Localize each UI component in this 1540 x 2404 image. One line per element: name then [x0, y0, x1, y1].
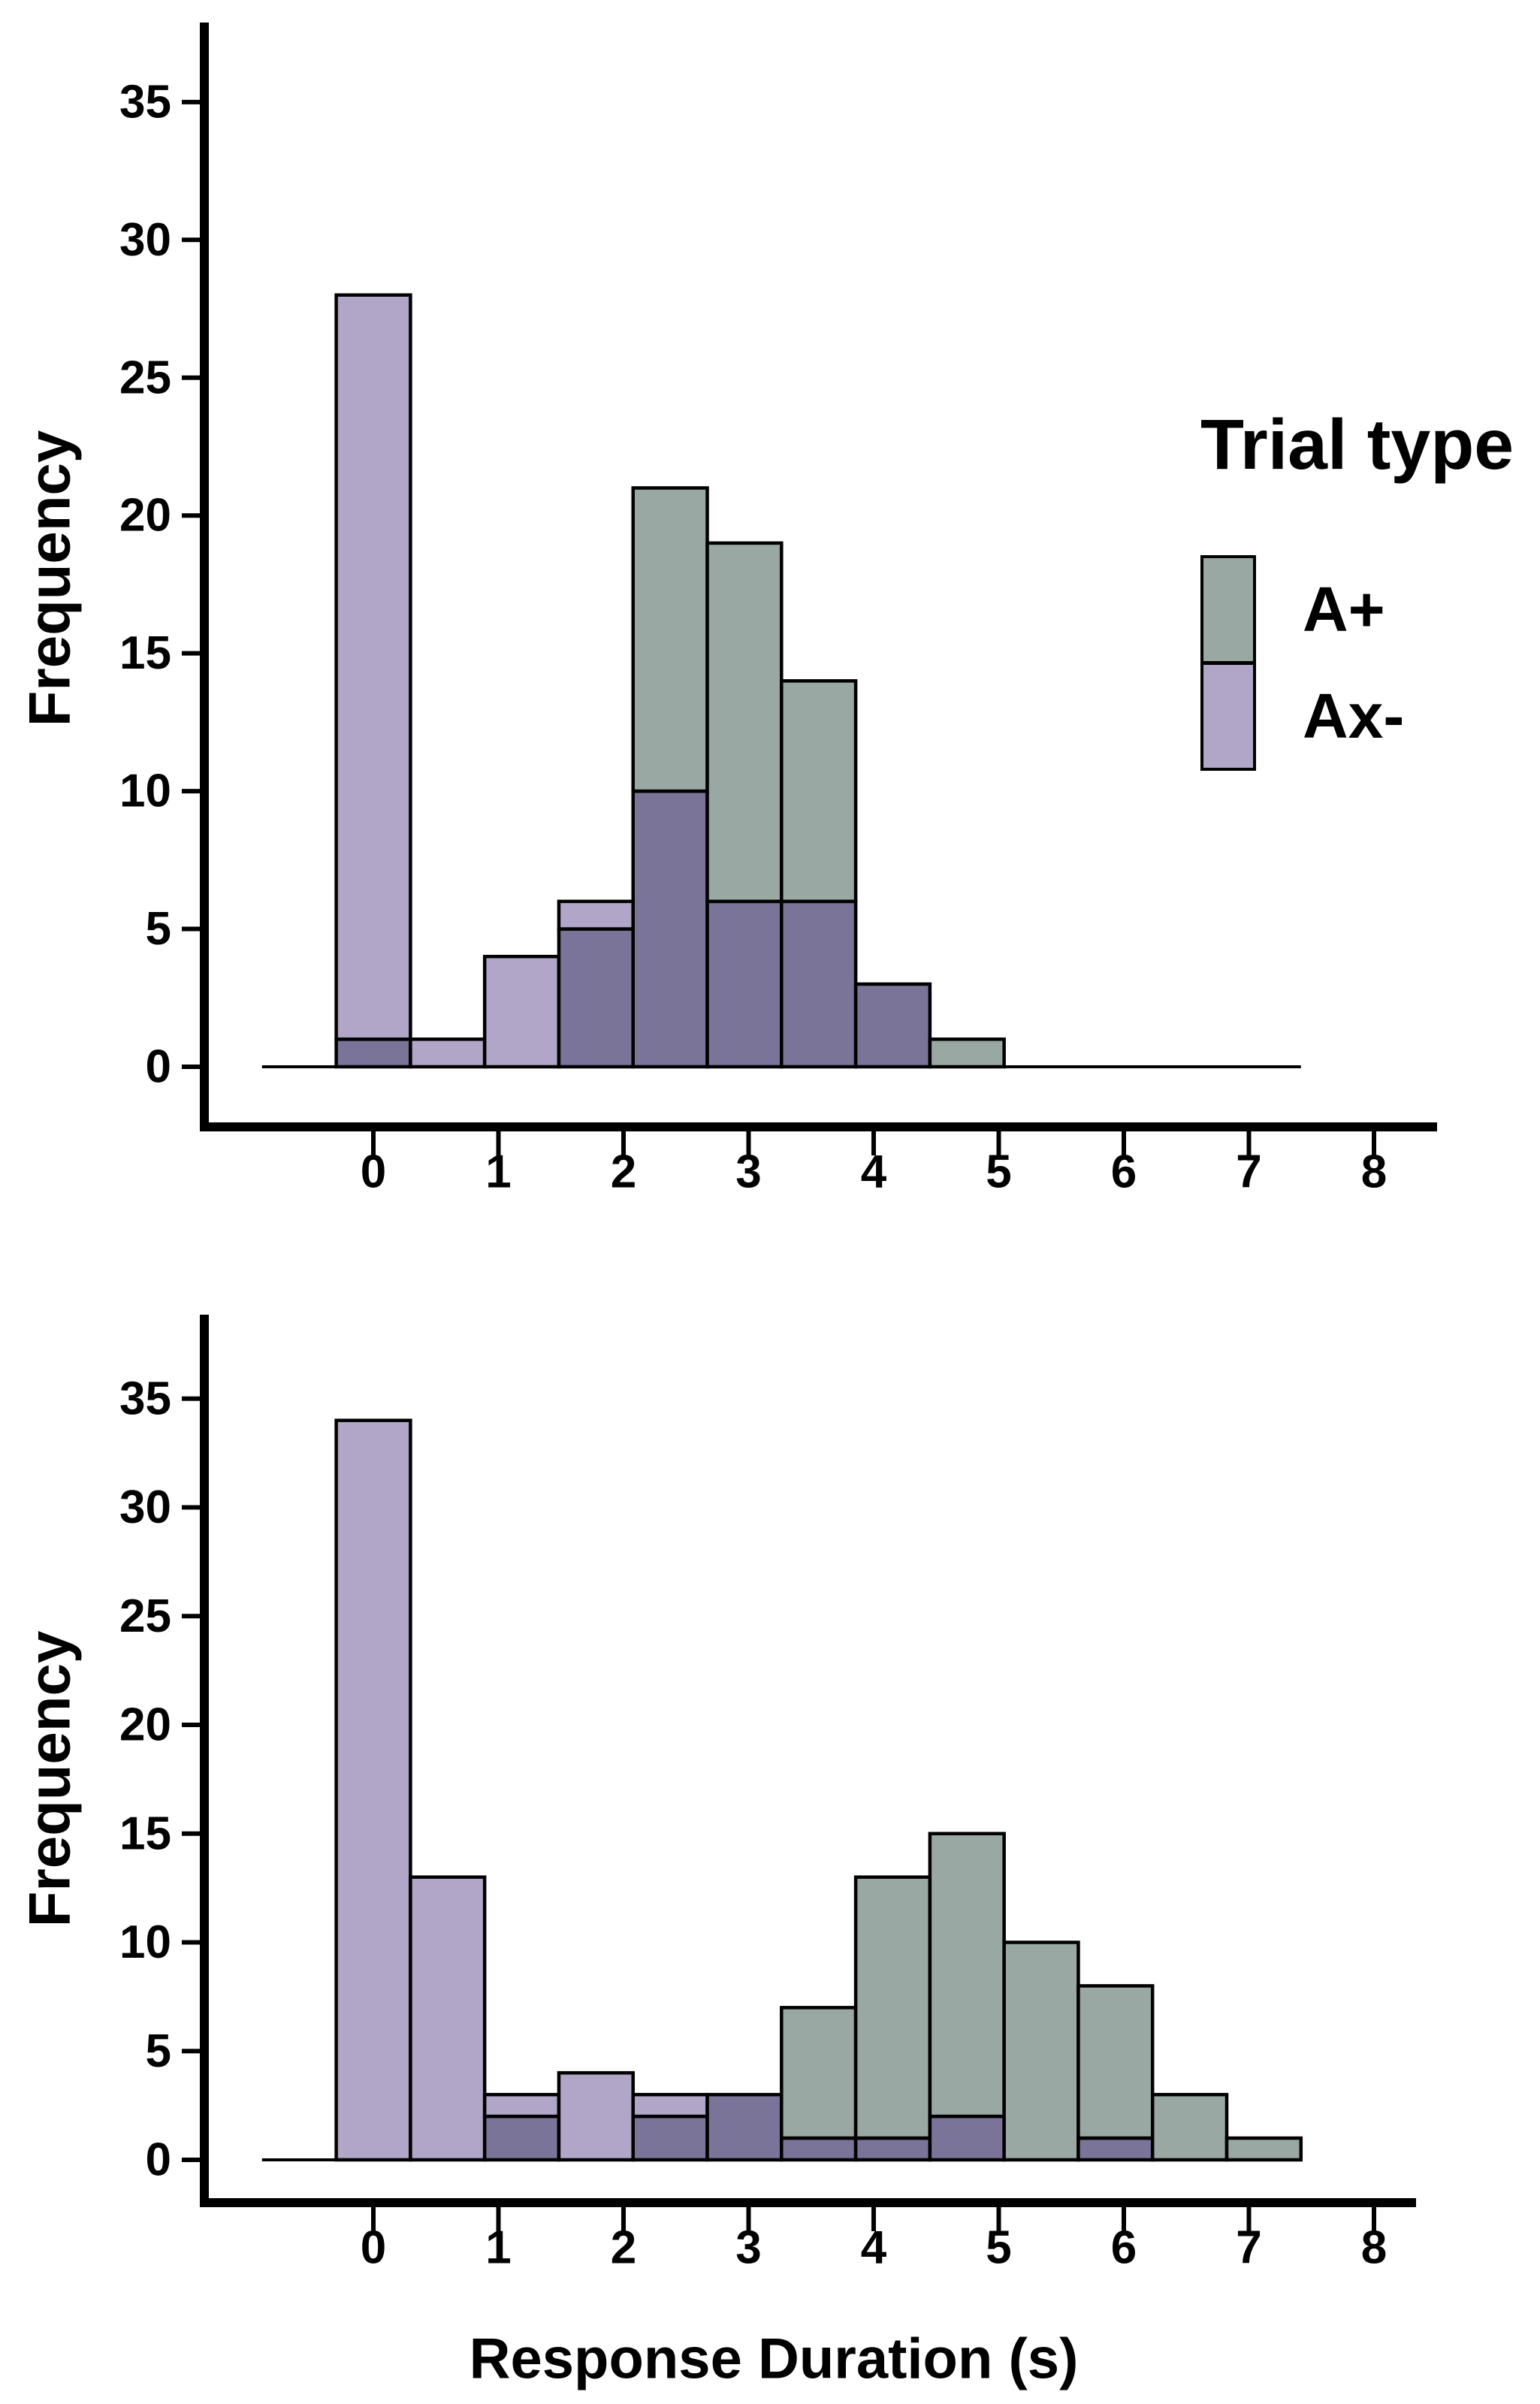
histogram-bar-ax-minus	[409, 1037, 487, 1069]
x-tick-label: 8	[1361, 2222, 1387, 2274]
histogram-bar-a-plus	[1224, 2136, 1303, 2162]
histogram-bar-a-plus	[780, 679, 858, 904]
legend-swatch-ax-minus	[1200, 661, 1256, 771]
y-tick-label: 20	[119, 490, 171, 542]
x-tick-label: 3	[735, 1146, 761, 1198]
y-tick-label: 15	[119, 1808, 171, 1859]
x-tick-label: 2	[611, 1146, 636, 1198]
legend-title: Trial type	[1200, 405, 1514, 485]
legend-label-ax-minus: Ax-	[1303, 681, 1405, 751]
histogram-bar-a-plus	[928, 1037, 1006, 1069]
histogram-bar-a-plus	[1076, 1984, 1155, 2140]
histogram-bar-ax-minus	[334, 1418, 412, 2162]
y-tick-label: 25	[119, 1590, 171, 1642]
y-tick-label: 5	[146, 903, 171, 955]
histogram-bar-a-plus	[705, 541, 784, 904]
y-tick-label: 15	[119, 627, 171, 679]
histogram-bar-overlap	[780, 899, 858, 1069]
histogram-bar-overlap	[1076, 2136, 1155, 2162]
histogram-bar-ax-minus	[482, 954, 561, 1069]
histogram-bar-a-plus	[780, 2006, 858, 2140]
x-tick-label: 4	[861, 1146, 887, 1198]
y-axis-title-bottom: Frequency	[16, 1630, 83, 1928]
histogram-bar-overlap	[853, 982, 932, 1069]
histogram-bar-overlap	[482, 2114, 561, 2162]
x-tick-label: 5	[986, 1146, 1011, 1198]
y-tick-label: 35	[119, 76, 171, 128]
legend-entry-ax-minus: Ax-	[1200, 661, 1514, 771]
x-tick-label: 0	[361, 1146, 386, 1198]
histogram-bar-overlap	[334, 1037, 412, 1069]
x-tick-label: 5	[986, 2222, 1011, 2274]
histogram-bar-a-plus	[1002, 1940, 1080, 2162]
legend-swatch-a-plus	[1200, 554, 1256, 664]
histogram-bar-a-plus	[1150, 2092, 1229, 2162]
histogram-bar-overlap	[631, 789, 709, 1069]
histogram-bar-a-plus	[928, 1832, 1006, 2119]
histogram-bar-ax-minus	[482, 2092, 561, 2119]
histogram-bar-overlap	[853, 2136, 932, 2162]
y-tick-label: 10	[119, 1916, 171, 1968]
legend-entry-a-plus: A+	[1200, 554, 1514, 664]
x-tick-label: 6	[1111, 1146, 1137, 1198]
y-tick-label: 20	[119, 1699, 171, 1751]
y-tick-label: 35	[119, 1373, 171, 1424]
histogram-bar-ax-minus	[334, 293, 412, 1041]
x-tick-label: 8	[1361, 1146, 1387, 1198]
x-tick-label: 4	[861, 2222, 887, 2274]
x-tick-label: 1	[485, 2222, 511, 2274]
legend-label-a-plus: A+	[1303, 574, 1385, 645]
y-tick-label: 30	[119, 1481, 171, 1533]
y-axis-title-top: Frequency	[16, 430, 83, 727]
y-tick-label: 5	[146, 2025, 171, 2077]
y-tick-label: 25	[119, 352, 171, 403]
x-tick-label: 2	[611, 2222, 636, 2274]
y-tick-label: 0	[146, 1041, 171, 1093]
histogram-bar-overlap	[780, 2136, 858, 2162]
x-tick-label: 6	[1111, 2222, 1137, 2274]
x-tick-label: 7	[1236, 1146, 1261, 1198]
x-tick-label: 3	[735, 2222, 761, 2274]
histogram-bar-overlap	[928, 2114, 1006, 2162]
histogram-bar-overlap	[631, 2114, 709, 2162]
histogram-bar-overlap	[705, 899, 784, 1069]
x-tick-label: 0	[361, 2222, 386, 2274]
histogram-bar-overlap	[705, 2092, 784, 2162]
histogram-bar-ax-minus	[409, 1875, 487, 2162]
y-tick-label: 10	[119, 766, 171, 817]
y-tick-label: 0	[146, 2134, 171, 2186]
histogram-bar-ax-minus	[631, 2092, 709, 2119]
x-axis-title: Response Duration (s)	[469, 2327, 1079, 2391]
histogram-bar-a-plus	[631, 486, 709, 793]
x-tick-label: 1	[485, 1146, 511, 1198]
histogram-bar-ax-minus	[557, 2070, 635, 2162]
histogram-bar-ax-minus	[557, 899, 635, 931]
y-tick-label: 30	[119, 214, 171, 266]
histogram-bar-overlap	[557, 927, 635, 1069]
histogram-bar-a-plus	[853, 1875, 932, 2140]
x-tick-label: 7	[1236, 2222, 1261, 2274]
legend: Trial type A+ Ax-	[1200, 409, 1514, 771]
